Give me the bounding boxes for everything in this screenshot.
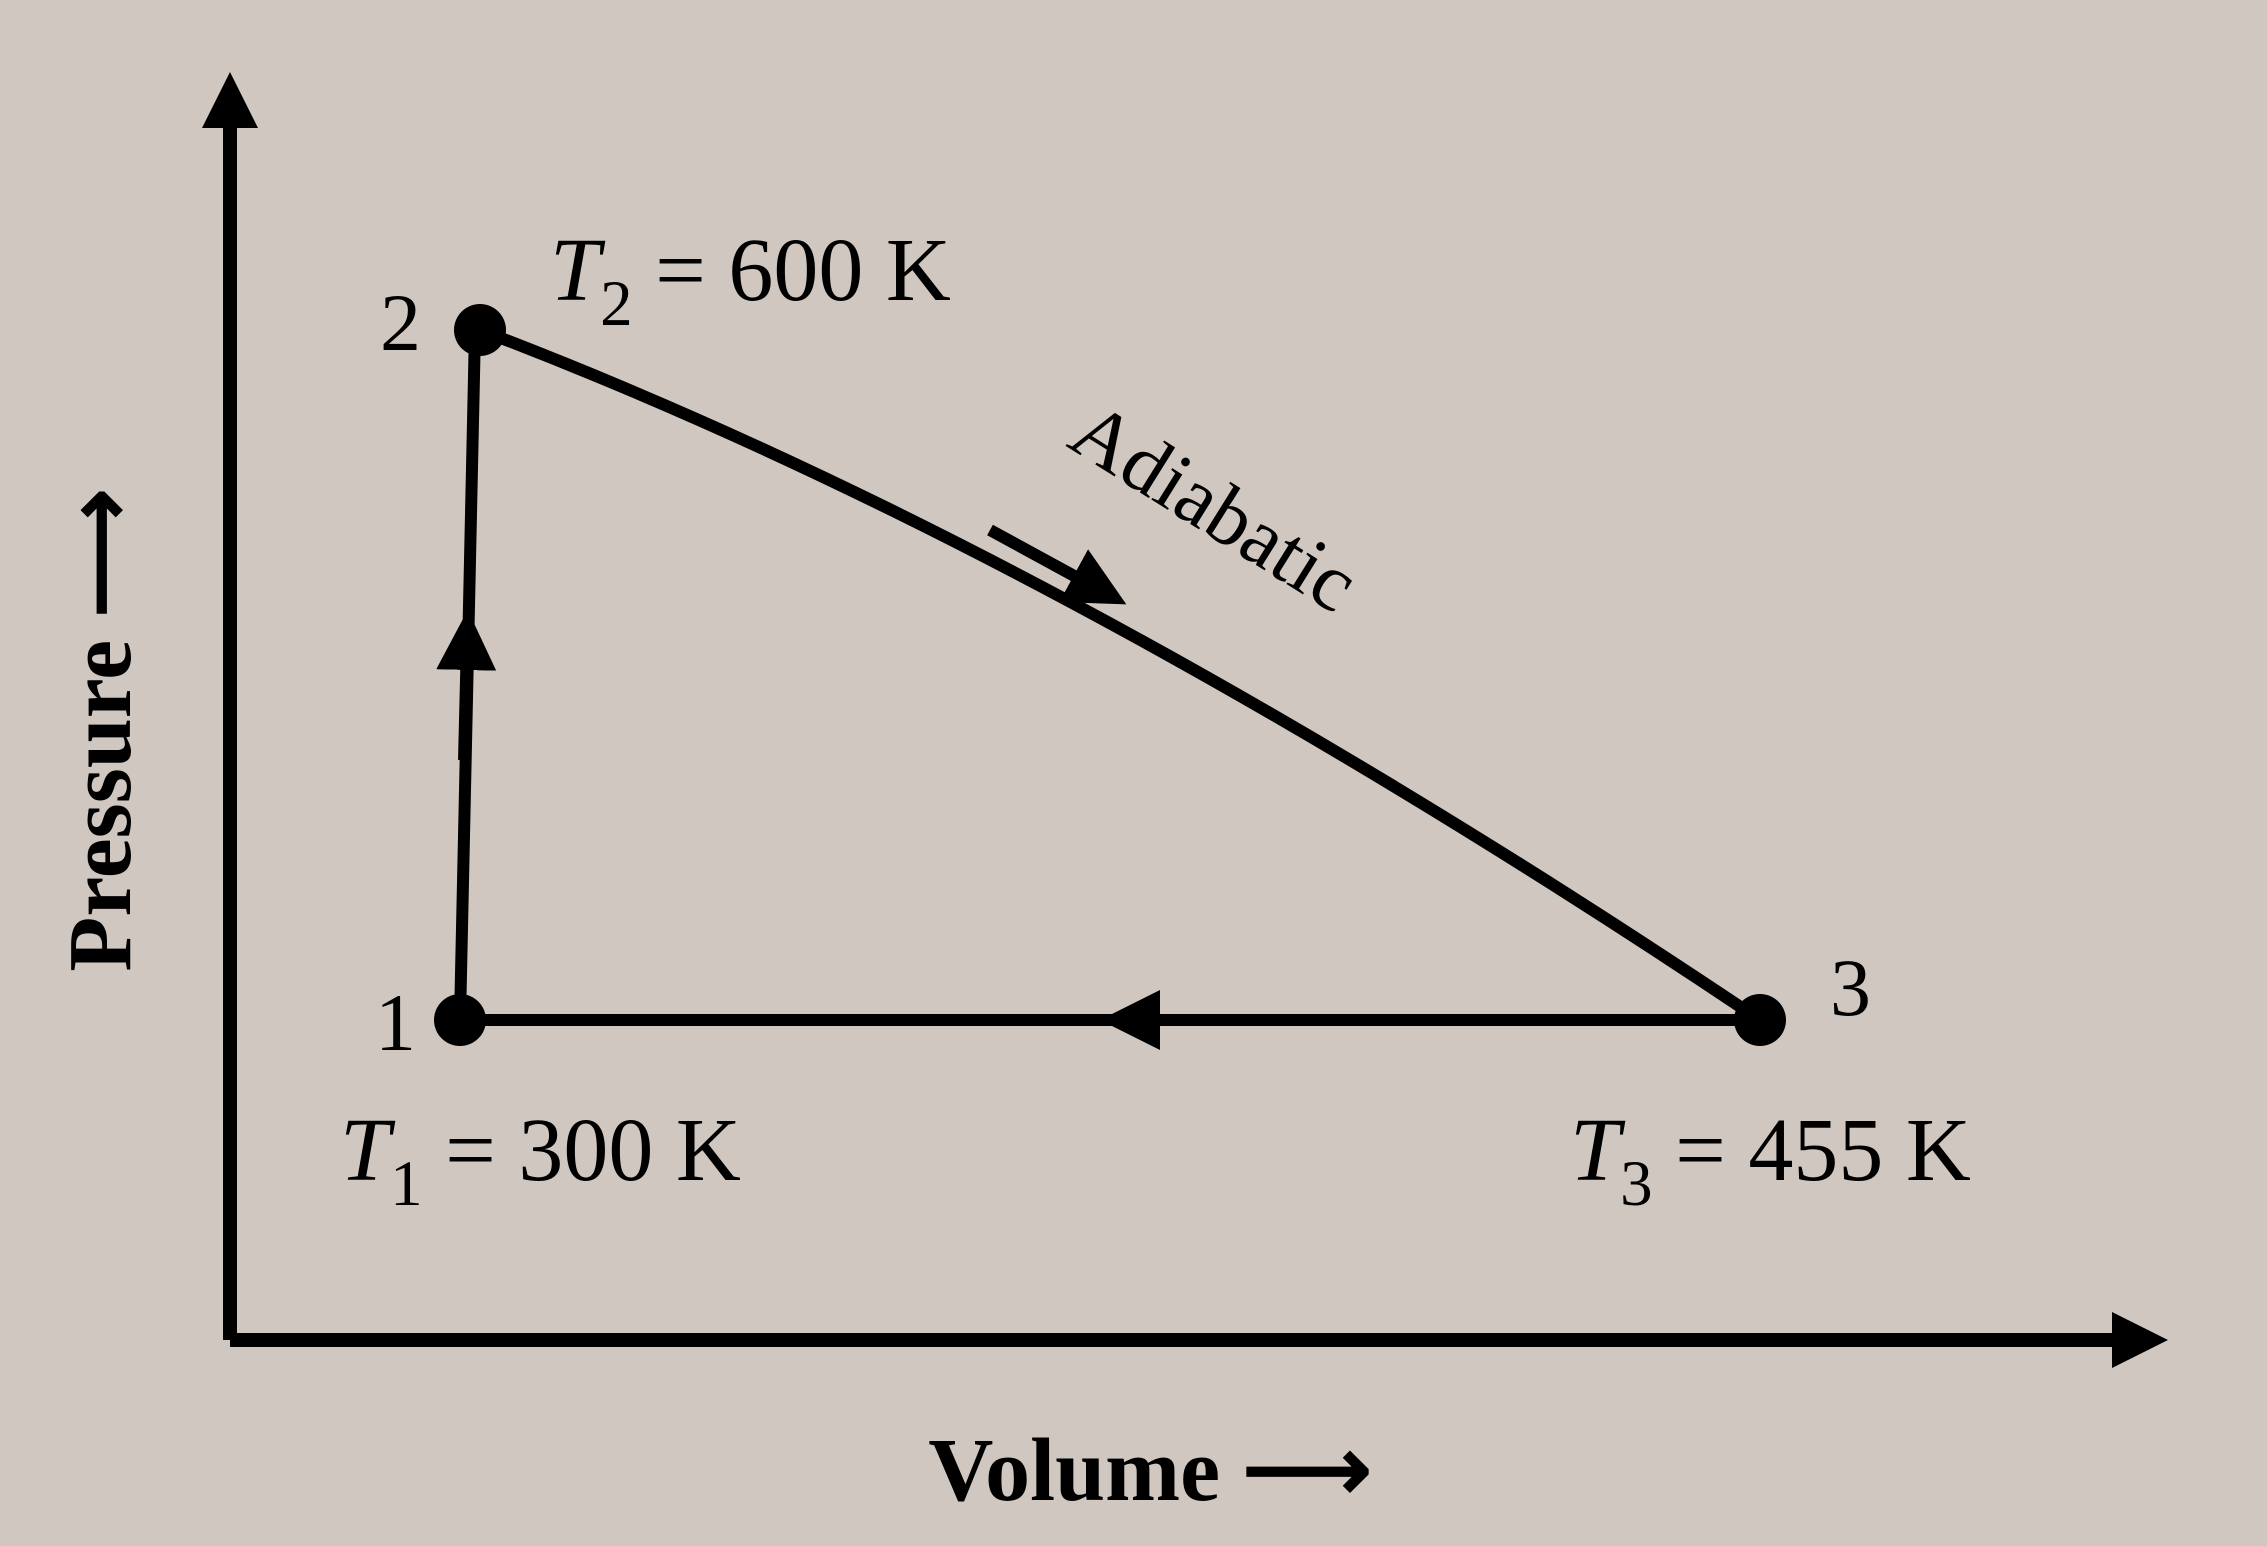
point-2 — [454, 304, 506, 356]
point-3-label: 3 — [1830, 942, 1871, 1033]
edge-2-3-arrow — [990, 530, 1100, 590]
point-1-label: 1 — [375, 977, 416, 1068]
point-3 — [1734, 994, 1786, 1046]
edge-1-2-arrow — [464, 640, 467, 760]
temp-1-label: T1 = 300 K — [340, 1101, 741, 1220]
point-1 — [434, 994, 486, 1046]
adiabatic-label: Adiabatic — [1055, 384, 1374, 630]
chart-svg: Pressure ⟶ Volume ⟶ Adiabatic 1 2 3 T1 =… — [0, 0, 2267, 1546]
x-axis-label: Volume ⟶ — [928, 1421, 1371, 1520]
temp-3-label: T3 = 455 K — [1570, 1101, 1971, 1220]
pv-diagram: Pressure ⟶ Volume ⟶ Adiabatic 1 2 3 T1 =… — [0, 0, 2267, 1546]
temp-2-label: T2 = 600 K — [550, 221, 951, 340]
y-axis-label: Pressure ⟶ — [51, 488, 150, 971]
point-2-label: 2 — [380, 277, 421, 368]
